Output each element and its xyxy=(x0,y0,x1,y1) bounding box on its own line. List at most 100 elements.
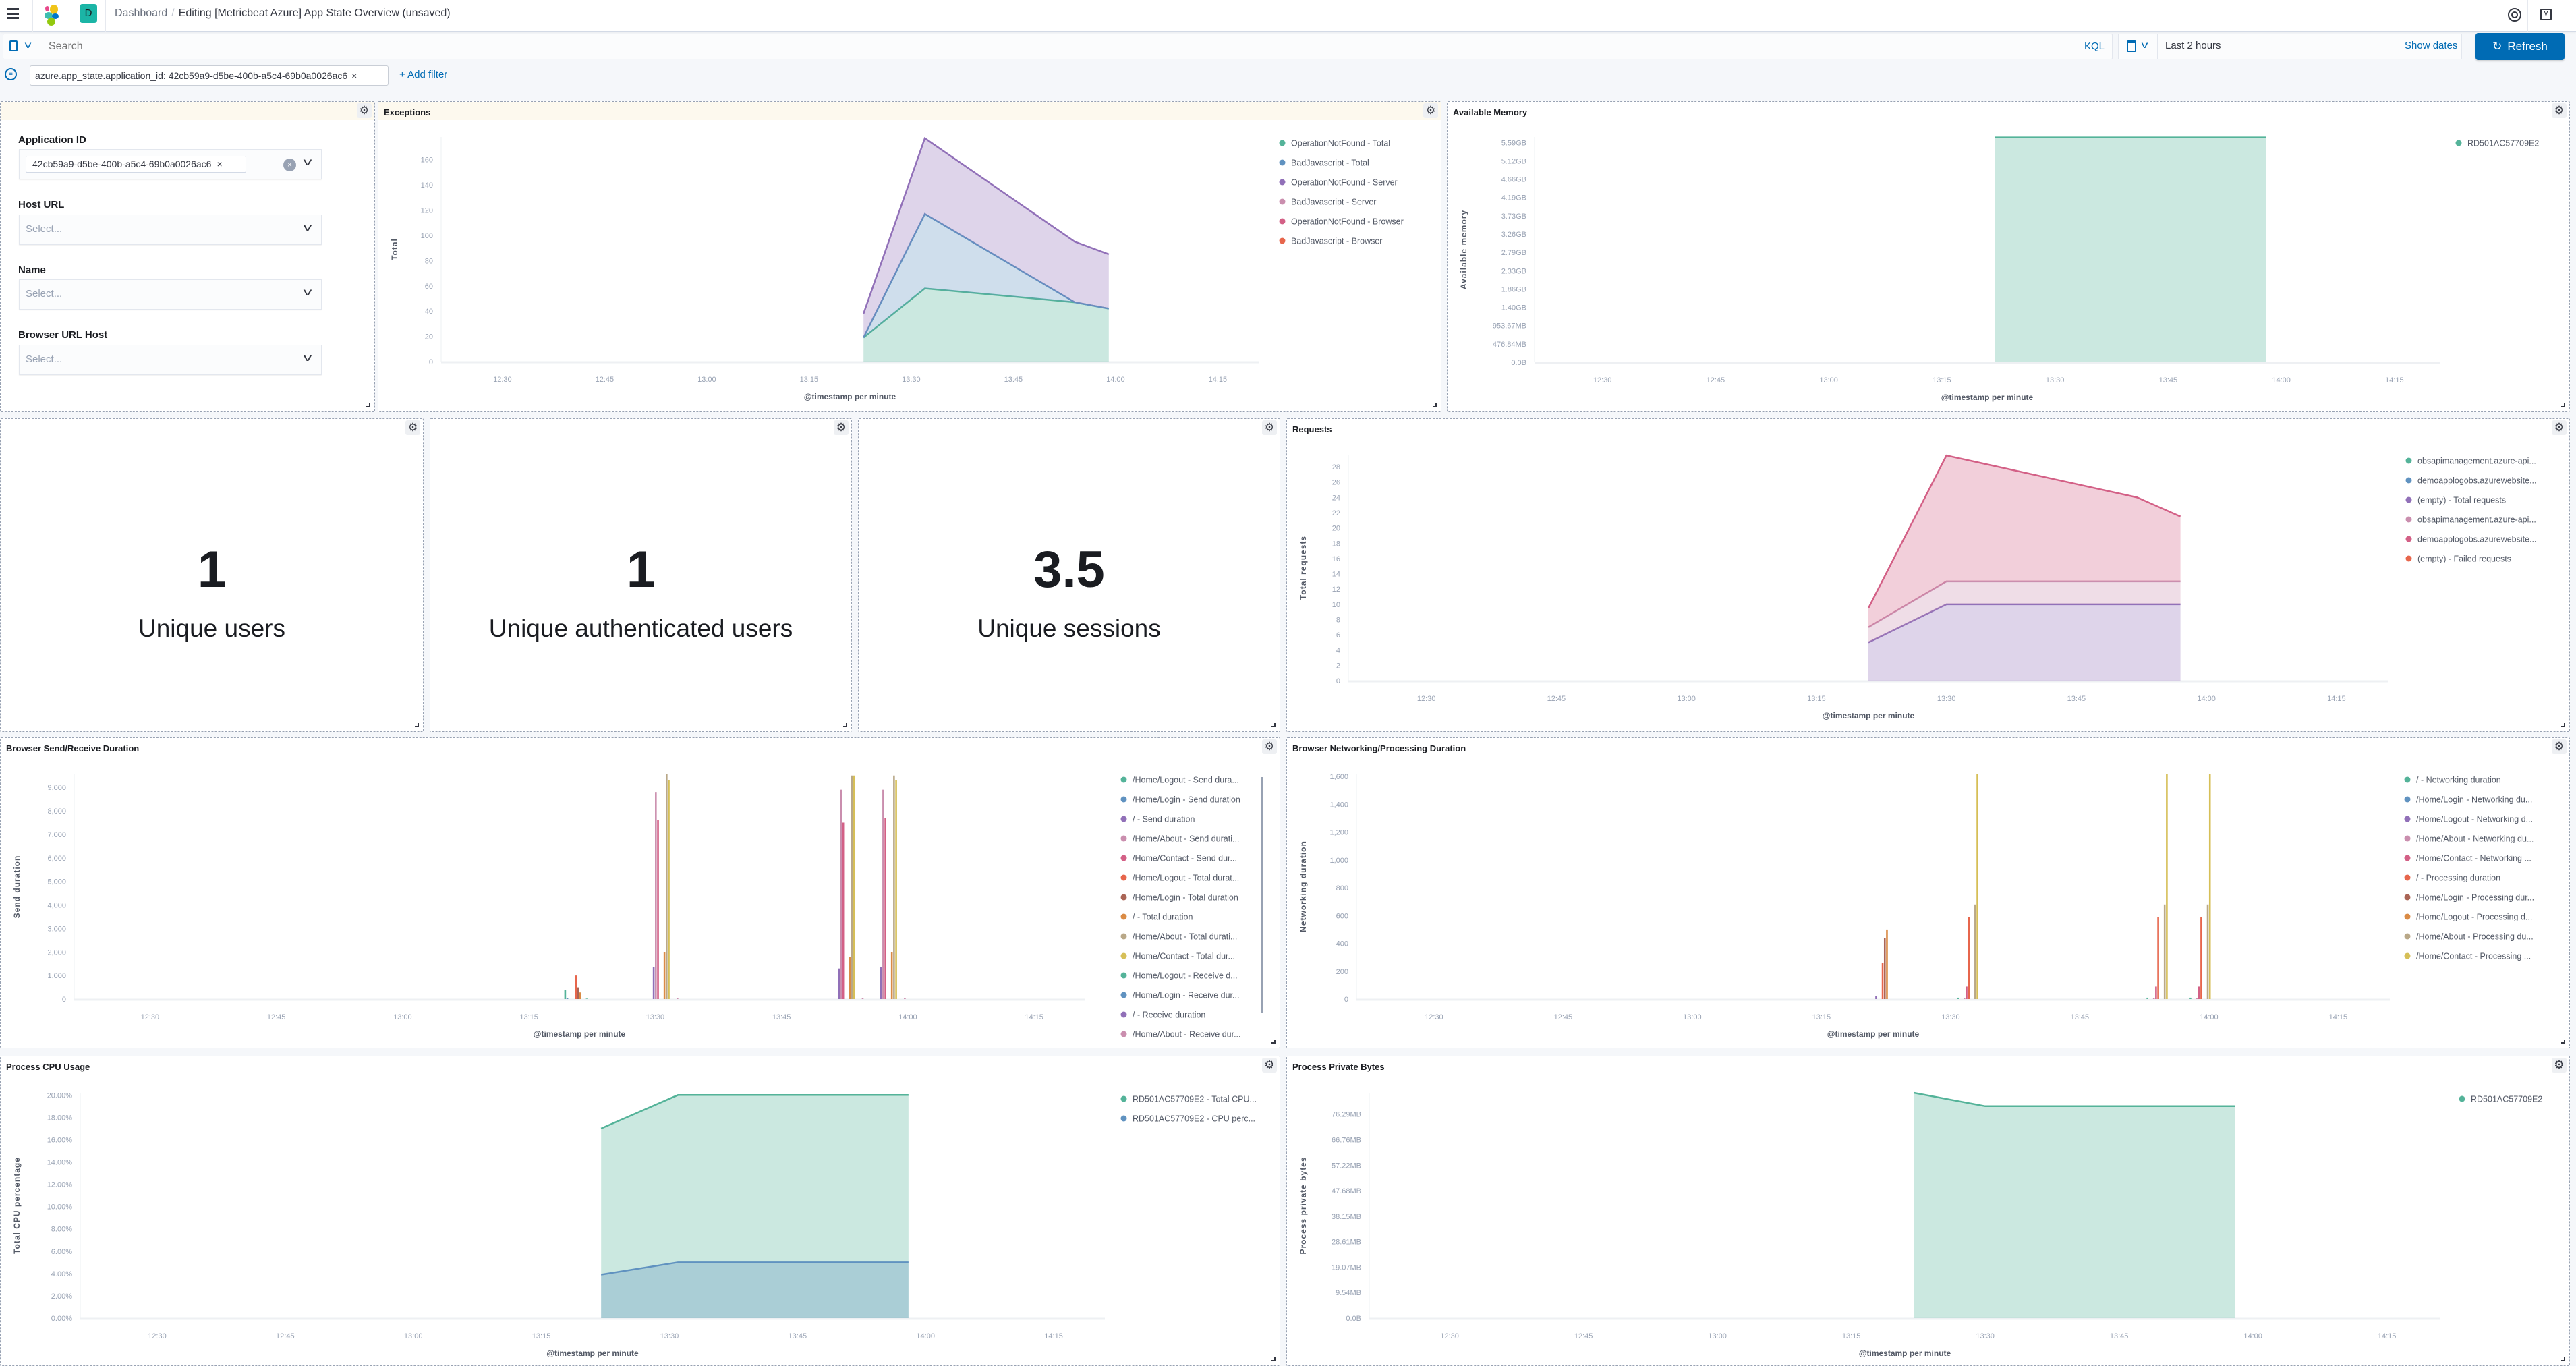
resize-handle[interactable] xyxy=(2561,723,2565,727)
legend-item[interactable]: /Home/Contact - Send dur... xyxy=(1133,854,1237,863)
resize-handle[interactable] xyxy=(1433,403,1437,407)
gear-icon[interactable]: ⚙ xyxy=(1423,103,1438,118)
host-url-combobox[interactable]: Select... v xyxy=(19,215,322,245)
gear-icon[interactable]: ⚙ xyxy=(2552,103,2567,118)
chevron-down-icon[interactable]: v xyxy=(2141,39,2148,50)
legend-item[interactable]: BadJavascript - Total xyxy=(1291,159,1369,168)
legend-item[interactable]: /Home/Logout - Total durat... xyxy=(1133,874,1239,883)
chart-canvas[interactable]: 0 20 40 60 80 100 120 140 160 12:30 12:45 13:00 13:1… xyxy=(378,102,1441,412)
legend-item[interactable]: /Home/Logout - Send dura... xyxy=(1133,776,1239,785)
refresh-button[interactable]: ↻ Refresh xyxy=(2475,33,2565,60)
chart-canvas[interactable]: 0.00% 2.00% 4.00% 6.00% 8.00% 10.00% 12.00% 14.… xyxy=(1,1056,1280,1366)
legend-item[interactable]: RD501AC57709E2 - CPU perc... xyxy=(1133,1114,1255,1124)
legend-item[interactable]: obsapimanagement.azure-api... xyxy=(2417,515,2536,525)
legend-item[interactable]: OperationNotFound - Total xyxy=(1291,139,1390,148)
query-language-button[interactable]: KQL xyxy=(2084,40,2105,52)
legend-item[interactable]: / - Send duration xyxy=(1133,815,1195,824)
remove-filter-icon[interactable]: × xyxy=(351,70,357,81)
legend-item[interactable]: /Home/About - Networking du... xyxy=(2416,834,2534,844)
browser-url-host-combobox[interactable]: Select... v xyxy=(19,345,322,375)
legend-item[interactable]: /Home/Logout - Networking d... xyxy=(2416,815,2533,824)
legend-item[interactable]: /Home/Login - Processing dur... xyxy=(2416,893,2534,903)
legend-item[interactable]: RD501AC57709E2 - Total CPU... xyxy=(1133,1095,1257,1104)
add-filter-button[interactable]: + Add filter xyxy=(399,69,448,80)
legend-item[interactable]: /Home/Contact - Networking ... xyxy=(2416,854,2531,863)
breadcrumb-dashboard[interactable]: Dashboard xyxy=(115,7,168,19)
newsfeed-icon[interactable]: v xyxy=(2540,9,2552,20)
legend-item[interactable]: OperationNotFound - Browser xyxy=(1291,217,1404,227)
chart-canvas[interactable]: 0 1,000 2,000 3,000 4,000 5,000 6,000 7,000 8,00… xyxy=(1,738,1280,1048)
legend-item[interactable]: /Home/Login - Networking du... xyxy=(2416,795,2532,805)
legend-item[interactable]: /Home/Logout - Processing d... xyxy=(2416,913,2532,922)
resize-handle[interactable] xyxy=(2561,1357,2565,1361)
chart-canvas[interactable]: 0 200 400 600 800 1,000 1,200 1,400 1,600 12:30 12… xyxy=(1287,738,2569,1048)
legend-item[interactable]: (empty) - Total requests xyxy=(2417,496,2506,505)
calendar-icon[interactable] xyxy=(2127,40,2136,52)
resize-handle[interactable] xyxy=(1271,723,1276,727)
legend-item[interactable]: /Home/Login - Send duration xyxy=(1133,795,1240,805)
resize-handle[interactable] xyxy=(2561,403,2565,407)
legend-item[interactable]: /Home/Contact - Total dur... xyxy=(1133,952,1235,961)
resize-handle[interactable] xyxy=(366,403,370,407)
show-dates-link[interactable]: Show dates xyxy=(2405,40,2458,51)
chart-canvas[interactable]: 0.0B 476.84MB 953.67MB 1.40GB 1.86GB 2.33GB 2.… xyxy=(1448,102,2569,412)
application-id-combobox[interactable]: 42cb59a9-d5be-400b-a5c4-69b0a0026ac6 × × … xyxy=(19,149,322,179)
help-icon[interactable] xyxy=(2508,8,2521,22)
saved-query-icon[interactable] xyxy=(9,40,18,51)
menu-icon[interactable] xyxy=(7,8,19,19)
legend-item[interactable]: BadJavascript - Browser xyxy=(1291,237,1382,246)
legend-item[interactable]: demoapplogobs.azurewebsite... xyxy=(2417,535,2537,544)
resize-handle[interactable] xyxy=(2561,1040,2565,1044)
chevron-down-icon[interactable]: v xyxy=(303,222,312,233)
clear-icon[interactable]: × xyxy=(283,159,296,171)
legend-item[interactable]: /Home/Login - Total duration xyxy=(1133,893,1238,903)
remove-value-icon[interactable]: × xyxy=(217,159,223,169)
gear-icon[interactable]: ⚙ xyxy=(2552,1058,2567,1073)
legend-item[interactable]: /Home/Contact - Processing ... xyxy=(2416,952,2531,961)
resize-handle[interactable] xyxy=(1271,1040,1276,1044)
kibana-logo-icon[interactable] xyxy=(42,4,62,27)
legend-scrollbar[interactable] xyxy=(1261,777,1263,1013)
gear-icon[interactable]: ⚙ xyxy=(1262,420,1277,435)
chevron-down-icon[interactable]: v xyxy=(303,156,312,168)
chevron-down-icon[interactable]: v xyxy=(303,352,312,364)
legend-item[interactable]: / - Networking duration xyxy=(2416,776,2501,785)
resize-handle[interactable] xyxy=(415,723,419,727)
legend-item[interactable]: / - Receive duration xyxy=(1133,1011,1205,1020)
resize-handle[interactable] xyxy=(1271,1357,1276,1361)
legend-item[interactable]: /Home/Logout - Receive d... xyxy=(1133,971,1238,981)
space-avatar[interactable]: D xyxy=(80,4,97,23)
legend-item[interactable]: / - Total duration xyxy=(1133,913,1193,922)
legend-item[interactable]: /Home/Login - Receive dur... xyxy=(1133,991,1239,1000)
filter-pill[interactable]: azure.app_state.application_id: 42cb59a9… xyxy=(30,65,389,86)
chevron-down-icon[interactable]: v xyxy=(24,39,32,50)
legend-item[interactable]: OperationNotFound - Server xyxy=(1291,178,1398,188)
legend-item[interactable]: /Home/About - Send durati... xyxy=(1133,834,1239,844)
gear-icon[interactable]: ⚙ xyxy=(1262,739,1277,754)
gear-icon[interactable]: ⚙ xyxy=(405,420,420,435)
legend-item[interactable]: RD501AC57709E2 xyxy=(2467,139,2539,148)
gear-icon[interactable]: ⚙ xyxy=(2552,420,2567,435)
gear-icon[interactable]: ⚙ xyxy=(1262,1058,1277,1073)
legend-item[interactable]: /Home/About - Total durati... xyxy=(1133,932,1237,942)
legend-item[interactable]: (empty) - Failed requests xyxy=(2417,554,2511,564)
legend-item[interactable]: RD501AC57709E2 xyxy=(2471,1095,2542,1104)
gear-icon[interactable]: ⚙ xyxy=(834,420,849,435)
legend-item[interactable]: demoapplogobs.azurewebsite... xyxy=(2417,476,2537,486)
gear-icon[interactable]: ⚙ xyxy=(357,103,372,118)
chevron-down-icon[interactable]: v xyxy=(303,287,312,298)
legend-item[interactable]: /Home/About - Receive dur... xyxy=(1133,1030,1241,1040)
filter-options-icon[interactable]: ≡ xyxy=(5,68,17,80)
time-range[interactable]: Last 2 hours xyxy=(2165,40,2221,51)
bar xyxy=(895,780,897,999)
legend-item[interactable]: BadJavascript - Server xyxy=(1291,198,1376,207)
legend-item[interactable]: obsapimanagement.azure-api... xyxy=(2417,457,2536,466)
chart-canvas[interactable]: 0.0B 9.54MB 19.07MB 28.61MB 38.15MB 47.68MB 57… xyxy=(1287,1056,2569,1366)
legend-item[interactable]: / - Processing duration xyxy=(2416,874,2500,883)
search-input[interactable] xyxy=(45,35,2034,58)
legend-item[interactable]: /Home/About - Processing du... xyxy=(2416,932,2534,942)
name-combobox[interactable]: Select... v xyxy=(19,279,322,310)
resize-handle[interactable] xyxy=(843,723,847,727)
gear-icon[interactable]: ⚙ xyxy=(2552,739,2567,754)
